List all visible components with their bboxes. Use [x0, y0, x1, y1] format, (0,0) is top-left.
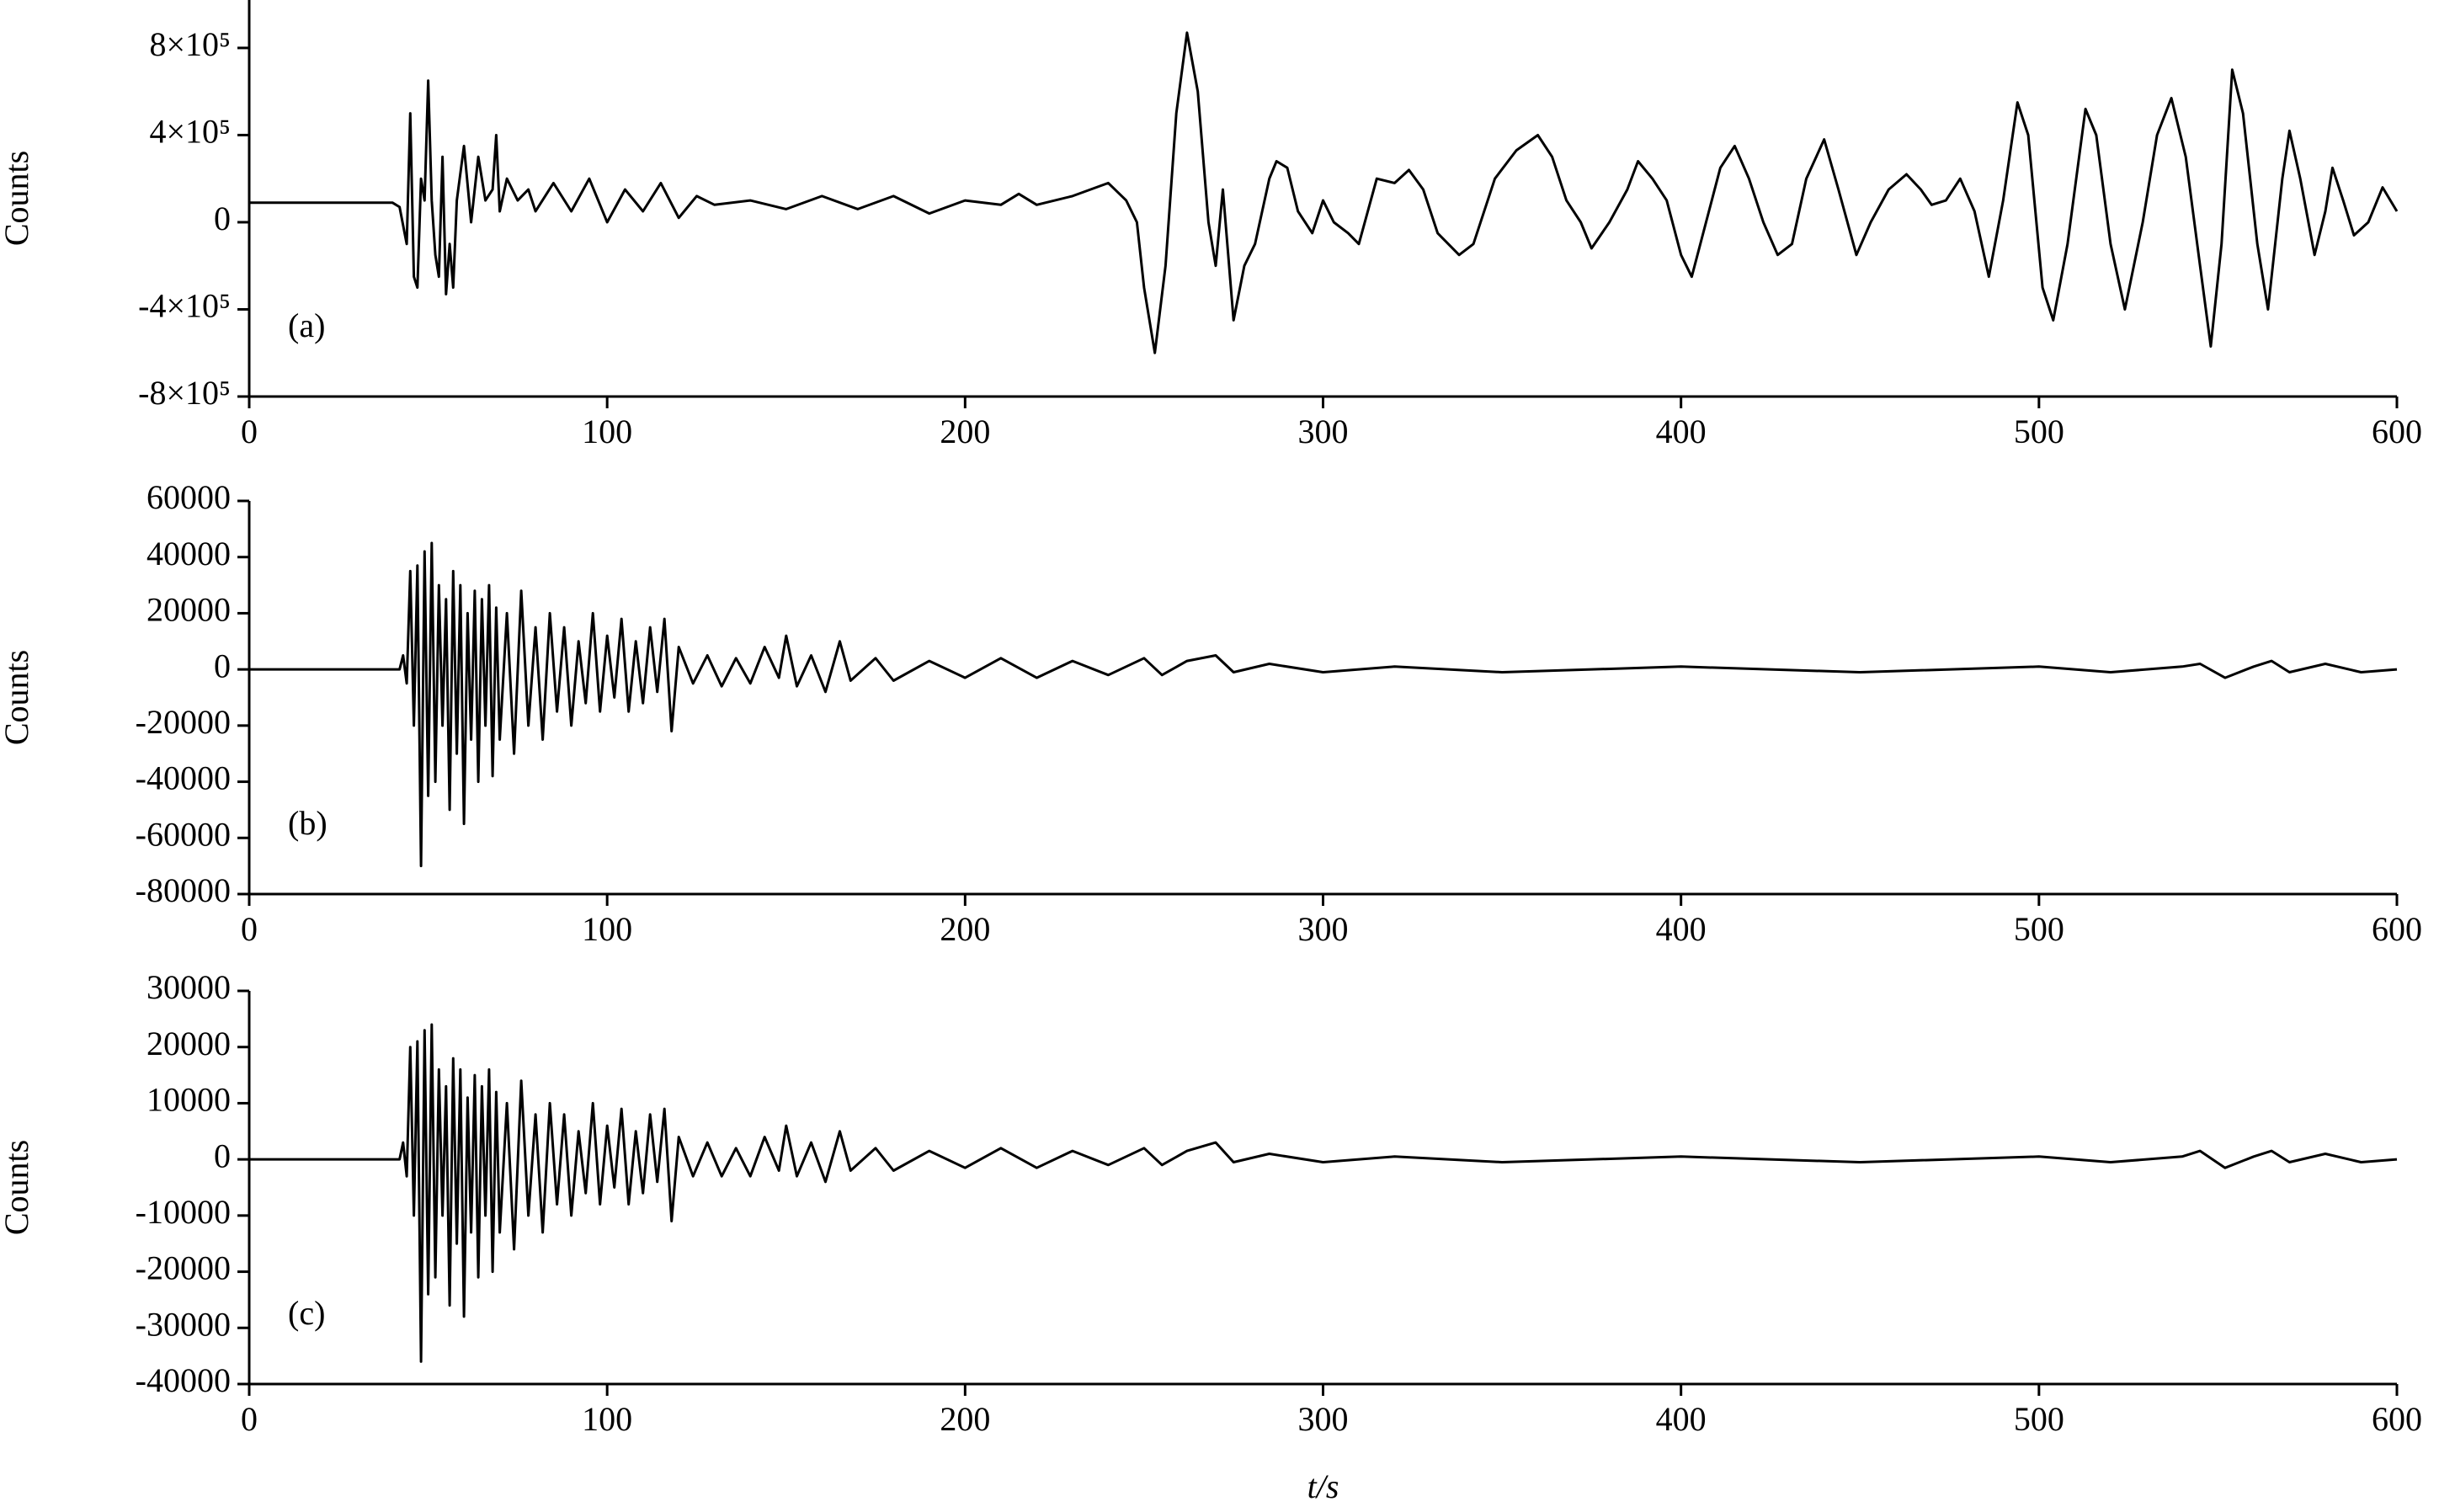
x-tick-label: 300	[1298, 413, 1349, 450]
x-tick-label: 400	[1656, 413, 1707, 450]
x-tick-label: 600	[2372, 910, 2422, 948]
y-tick-label: -10000	[136, 1193, 231, 1231]
x-tick-label: 500	[2014, 413, 2064, 450]
panel-label: (b)	[288, 804, 328, 842]
y-tick-label: 30000	[146, 968, 231, 1006]
x-tick-label: 300	[1298, 1400, 1349, 1438]
x-axis-label: t/s	[1307, 1467, 1339, 1505]
y-tick-label: 0	[214, 200, 231, 237]
y-tick-label: -20000	[136, 1249, 231, 1287]
panel-label: (a)	[288, 306, 325, 344]
y-tick-label: -40000	[136, 1361, 231, 1399]
y-tick-label: 4×10⁵	[149, 113, 231, 151]
x-tick-label: 400	[1656, 1400, 1707, 1438]
y-tick-label: 8×10⁵	[149, 25, 231, 63]
x-tick-label: 600	[2372, 1400, 2422, 1438]
waveform	[249, 1023, 2398, 1363]
x-tick-label: 200	[940, 1400, 990, 1438]
y-tick-label: 0	[214, 1137, 231, 1174]
x-tick-label: 0	[241, 413, 258, 450]
y-tick-label: -80000	[136, 871, 231, 909]
x-tick-label: 200	[940, 413, 990, 450]
y-tick-label: -4×10⁵	[138, 287, 231, 325]
y-tick-label: 0	[214, 647, 231, 684]
y-tick-label: -40000	[136, 759, 231, 797]
y-tick-label: 40000	[146, 535, 231, 572]
y-tick-label: 60000	[146, 478, 231, 516]
x-tick-label: 100	[582, 910, 632, 948]
y-axis-label: Counts	[0, 151, 35, 246]
y-tick-label: -20000	[136, 703, 231, 741]
x-tick-label: 100	[582, 413, 632, 450]
x-tick-label: 300	[1298, 910, 1349, 948]
y-tick-label: 20000	[146, 591, 231, 629]
y-axis-label: Counts	[0, 650, 35, 745]
x-tick-label: 400	[1656, 910, 1707, 948]
y-axis-label: Counts	[0, 1140, 35, 1235]
x-tick-label: 100	[582, 1400, 632, 1438]
y-tick-label: -60000	[136, 815, 231, 853]
y-tick-label: -30000	[136, 1305, 231, 1343]
y-tick-label: 10000	[146, 1081, 231, 1119]
x-tick-label: 600	[2372, 413, 2422, 450]
panel-label: (c)	[288, 1294, 325, 1332]
y-tick-label: -8×10⁵	[138, 374, 231, 412]
x-tick-label: 0	[241, 910, 258, 948]
x-tick-label: 500	[2014, 910, 2064, 948]
waveform	[249, 31, 2399, 354]
x-tick-label: 500	[2014, 1400, 2064, 1438]
y-tick-label: 20000	[146, 1025, 231, 1062]
waveform	[249, 541, 2398, 868]
x-tick-label: 200	[940, 910, 990, 948]
x-tick-label: 0	[241, 1400, 258, 1438]
